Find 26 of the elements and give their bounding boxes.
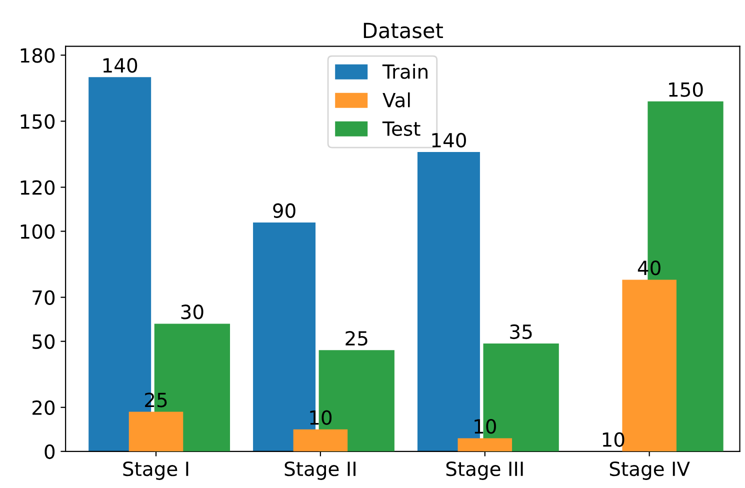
bar	[293, 429, 348, 452]
y-tick-label: 180	[20, 48, 55, 63]
legend-label: Test	[382, 122, 420, 136]
legend-label: Val	[382, 92, 410, 108]
y-tick-label: 120	[20, 180, 55, 195]
x-tick-label: Stage II	[284, 461, 356, 480]
x-tick-label: Stage III	[446, 461, 523, 480]
y-tick-label: 70	[32, 290, 55, 305]
x-tick-label: Stage I	[123, 461, 188, 480]
y-tick-label: 50	[32, 334, 55, 349]
annotation: 30	[181, 304, 204, 320]
y-tick-label: 150	[20, 114, 55, 129]
annotation: 35	[510, 324, 532, 340]
y-tick-label: 0	[44, 444, 55, 460]
y-tick-label: 100	[20, 224, 55, 239]
x-tick-label: Stage IV	[610, 461, 690, 480]
bar	[128, 412, 184, 452]
annotation: 25	[346, 330, 368, 346]
legend-label: Train	[382, 64, 428, 79]
annotation: 140	[432, 132, 466, 148]
annotation: 140	[103, 58, 138, 73]
chart-title: Dataset	[364, 22, 443, 38]
bar	[458, 438, 512, 452]
annotation: 150	[669, 82, 703, 97]
annotation: 90	[273, 203, 296, 218]
y-tick-label: 20	[32, 400, 55, 416]
